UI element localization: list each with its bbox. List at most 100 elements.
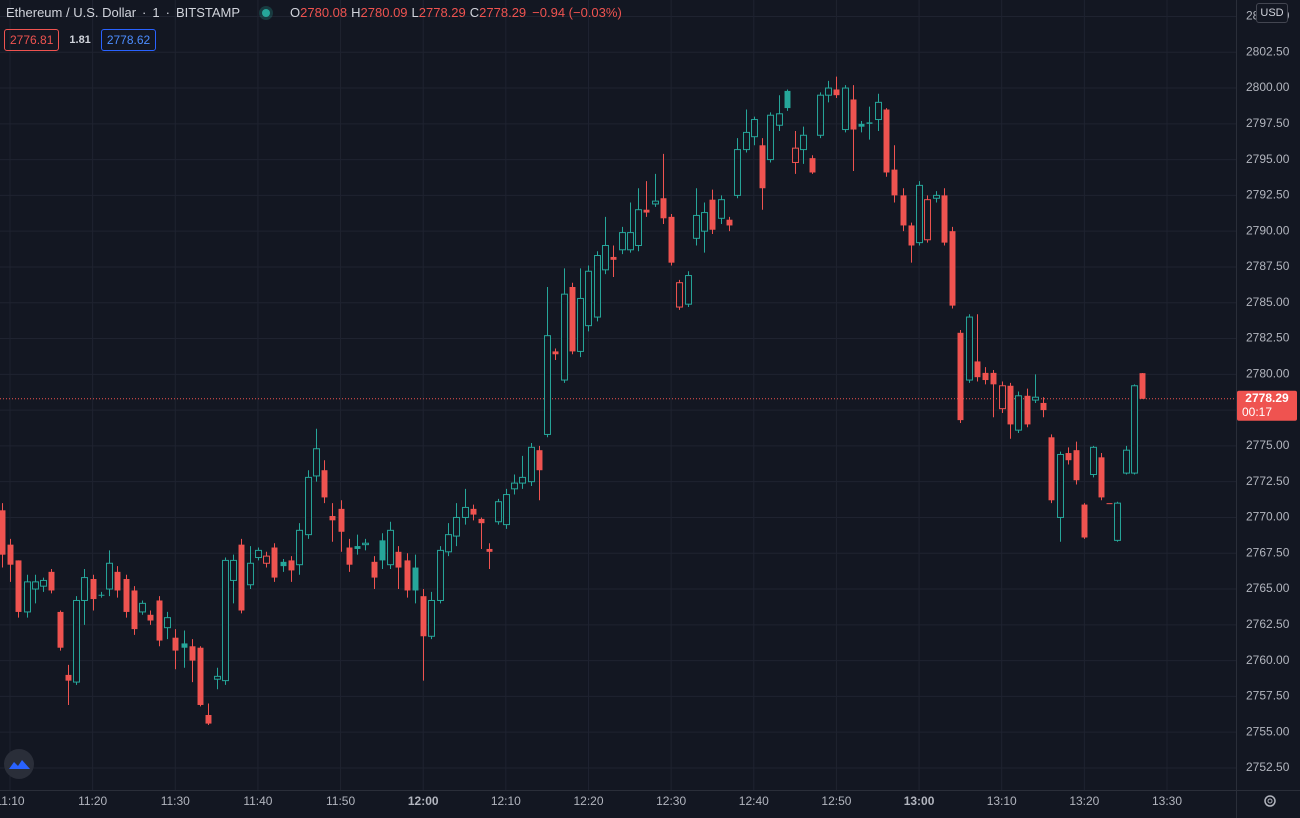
candle-body <box>800 134 807 151</box>
candle-body <box>875 101 882 121</box>
candle-body <box>321 470 328 498</box>
quote-panel: 2776.81 1.81 2778.62 <box>4 29 157 51</box>
candle-body <box>437 549 444 601</box>
candle-body <box>222 559 229 682</box>
market-status[interactable] <box>262 8 271 17</box>
ohlc-key: C <box>469 5 480 20</box>
candle-body <box>197 647 204 705</box>
candle-body <box>635 209 642 246</box>
candle-body <box>610 256 617 260</box>
candle-body <box>106 562 113 590</box>
ohlc-key: L <box>411 5 419 20</box>
candle-body <box>387 529 394 566</box>
ohlc-values: O2780.08 H2780.09 L2778.29 C2778.29 <box>286 5 526 20</box>
spread: 1.81 <box>69 34 91 46</box>
candle-body <box>627 232 634 251</box>
candle-body <box>329 516 336 521</box>
candle-body <box>470 508 477 515</box>
candle-body <box>1090 446 1097 476</box>
y-tick-label: 2797.50 <box>1246 116 1290 130</box>
candle-body <box>495 501 502 523</box>
candle-body <box>1040 402 1047 411</box>
candle-body <box>792 147 799 163</box>
x-tick-label: 11:30 <box>161 794 190 808</box>
candle-body <box>676 282 683 308</box>
candle-body <box>759 145 766 189</box>
candle-body <box>420 596 427 637</box>
x-tick-label: 12:00 <box>408 794 439 808</box>
legend: Ethereum / U.S. Dollar · 1 · BITSTAMP O 2… <box>6 5 622 20</box>
grid <box>0 0 1236 790</box>
currency-button[interactable]: USD <box>1256 3 1288 23</box>
candle-body <box>205 714 212 724</box>
candle-body <box>809 158 816 173</box>
candle-body <box>181 643 188 648</box>
candle-body <box>1123 449 1130 474</box>
candle-body <box>743 131 750 151</box>
candle-body <box>842 87 849 131</box>
y-tick-label: 2800.00 <box>1246 80 1290 94</box>
candle-body <box>230 559 237 581</box>
candle-body <box>602 244 609 271</box>
candle-body <box>428 599 435 637</box>
candle-body <box>238 544 245 611</box>
ask-price[interactable]: 2778.62 <box>100 29 157 51</box>
candle-body <box>668 216 675 263</box>
symbol[interactable]: Ethereum / U.S. Dollar <box>6 5 137 20</box>
gear-hub <box>1267 798 1273 804</box>
candle-body <box>271 547 278 578</box>
candle-body <box>313 448 320 477</box>
candle-body <box>908 225 915 246</box>
y-tick-label: 2760.00 <box>1246 653 1290 667</box>
gear-icon[interactable] <box>1264 795 1276 807</box>
separator: · <box>165 5 170 20</box>
candle-body <box>395 551 402 568</box>
logo[interactable] <box>4 749 34 779</box>
candle-body <box>24 581 31 613</box>
candle-body <box>81 577 88 601</box>
logo-circle[interactable] <box>4 749 34 779</box>
ohlc-value: 2778.29 <box>479 5 527 20</box>
y-tick-label: 2785.00 <box>1246 295 1290 309</box>
candle-body <box>131 590 138 630</box>
candle-body <box>544 335 551 435</box>
candle-body <box>65 674 72 681</box>
candle-body <box>156 600 163 641</box>
candle-body <box>354 546 361 549</box>
candle-body <box>288 560 295 571</box>
separator: · <box>142 5 147 20</box>
candle-body <box>7 544 14 565</box>
candle-body <box>577 297 584 352</box>
settings-button[interactable] <box>1264 795 1276 807</box>
candle-body <box>594 255 601 318</box>
candle-body <box>858 123 865 127</box>
candle-body <box>825 87 832 96</box>
logo-icon <box>9 760 30 769</box>
candle-body <box>453 516 460 537</box>
candle-body <box>379 540 386 561</box>
candle-body <box>817 94 824 136</box>
candle-body <box>48 571 55 591</box>
candle-body <box>1065 453 1072 461</box>
candle-body <box>305 476 312 536</box>
x-tick-label: 13:10 <box>987 794 1017 808</box>
x-tick-label: 12:20 <box>573 794 603 808</box>
y-tick-label: 2755.00 <box>1246 724 1290 738</box>
candle-body <box>1139 373 1146 399</box>
candle-body <box>114 571 121 591</box>
axes: 2752.50 2755.00 2757.50 2760.00 2762.50 2765.… <box>0 9 1297 808</box>
candle-body <box>990 372 997 385</box>
candle-body <box>974 361 981 378</box>
bid-price[interactable]: 2776.81 <box>4 29 60 51</box>
candle-body <box>718 199 725 219</box>
candle-body <box>1024 395 1031 425</box>
exchange: BITSTAMP <box>175 5 241 20</box>
x-tick-label: 13:20 <box>1069 794 1099 808</box>
candle-body <box>1007 385 1014 425</box>
candle-body <box>585 270 592 327</box>
interval[interactable]: 1 <box>152 5 160 20</box>
candle-body <box>1048 437 1055 501</box>
ohlc-key: O <box>290 5 301 20</box>
candle-body <box>189 646 196 661</box>
